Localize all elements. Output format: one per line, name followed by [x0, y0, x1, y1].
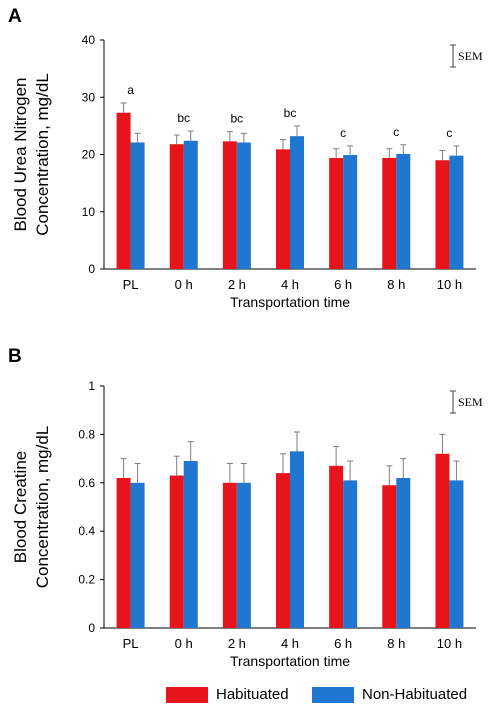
- panel-b-ytick-label: 0.2: [78, 573, 95, 587]
- panel-b-bar-non-habituated: [396, 477, 411, 628]
- panel-a-bar-non-habituated: [290, 136, 304, 269]
- panel-a-ylabel-line2: Concentration, mg/dL: [33, 73, 52, 236]
- panel-a-bar-habituated: [116, 112, 131, 270]
- panel-a-group-label: bc: [231, 112, 244, 126]
- panel-a-xtick-label: 0 h: [175, 277, 193, 292]
- panel-b-bar-habituated: [116, 477, 131, 628]
- panel-b-bar-habituated: [329, 465, 344, 628]
- legend-label-habituated: Habituated: [216, 686, 289, 703]
- panel-b-bar-habituated: [276, 473, 290, 628]
- panel-a-xtick-label: 6 h: [334, 277, 352, 292]
- panel-b-label: B: [8, 346, 22, 367]
- panel-b-ytick-label: 0.4: [78, 524, 95, 538]
- panel-a-ytick-label: 20: [82, 148, 96, 162]
- panel-b-xtick-label: PL: [123, 636, 139, 651]
- panel-a-bar-non-habituated: [183, 140, 198, 269]
- panel-a-bar-habituated: [382, 157, 397, 269]
- legend-item-habituated: Habituated: [166, 686, 289, 703]
- panel-b-bar-non-habituated: [130, 482, 145, 628]
- panel-a-bar-non-habituated: [130, 142, 145, 269]
- panel-b-xtick-label: 10 h: [437, 636, 462, 651]
- panel-a-xlabel: Transportation time: [230, 294, 350, 310]
- panel-a-xtick-label: PL: [123, 277, 139, 292]
- panel-b-bar-habituated: [382, 485, 397, 628]
- panel-b-ylabel-line1: Blood Creatine: [11, 451, 30, 563]
- panel-b-xtick-label: 2 h: [228, 636, 246, 651]
- panel-a-label: A: [8, 6, 22, 27]
- panel-a-ytick-label: 0: [88, 262, 95, 276]
- panel-b-xtick-label: 0 h: [175, 636, 193, 651]
- panel-b-xtick-label: 4 h: [281, 636, 299, 651]
- legend-swatch-non-habituated: [312, 686, 354, 703]
- panel-b-bar-non-habituated: [449, 480, 464, 628]
- panel-b-xlabel: Transportation time: [230, 653, 350, 669]
- panel-b-bar-non-habituated: [343, 480, 358, 628]
- panel-a-bar-non-habituated: [449, 155, 464, 269]
- panel-a-bar-habituated: [222, 141, 237, 269]
- panel-a-group-label: c: [446, 126, 452, 140]
- panel-b-bar-habituated: [435, 453, 450, 628]
- panel-a-ytick-label: 10: [82, 205, 96, 219]
- panel-b-bar-non-habituated: [290, 451, 304, 628]
- panel-a-bar-habituated: [435, 160, 450, 269]
- panel-a-xtick-label: 4 h: [281, 277, 299, 292]
- panel-b-ytick-label: 0: [88, 621, 95, 635]
- panel-b-sem-label: SEM: [458, 395, 483, 409]
- panel-b-xtick-label: 6 h: [334, 636, 352, 651]
- panel-a-xtick-label: 8 h: [387, 277, 405, 292]
- panel-a-xtick-label: 2 h: [228, 277, 246, 292]
- panel-a-bar-habituated: [329, 157, 344, 269]
- panel-b-ytick-label: 0.8: [78, 427, 95, 441]
- panel-b-bar-habituated: [169, 475, 184, 628]
- panel-a-group-label: a: [127, 83, 134, 97]
- panel-a-group-label: bc: [284, 106, 297, 120]
- panel-a-sem-label: SEM: [458, 49, 483, 63]
- panel-a-bar-non-habituated: [396, 153, 411, 269]
- panel-a-group-label: c: [393, 125, 399, 139]
- panel-a-xtick-label: 10 h: [437, 277, 462, 292]
- legend-item-non-habituated: Non-Habituated: [312, 686, 467, 703]
- legend-label-non-habituated: Non-Habituated: [362, 686, 468, 703]
- panel-a-ytick-label: 30: [82, 90, 96, 104]
- panel-a-ytick-label: 40: [82, 33, 96, 47]
- panel-a-group-label: bc: [177, 111, 190, 125]
- panel-b-xtick-label: 8 h: [387, 636, 405, 651]
- panel-b-ytick-label: 0.6: [78, 476, 95, 490]
- panel-a-bar-habituated: [169, 144, 184, 269]
- panel-b-bar-non-habituated: [236, 482, 251, 628]
- legend-swatch-habituated: [166, 686, 208, 703]
- panel-a-bar-non-habituated: [236, 142, 251, 269]
- legend: Habituated Non-Habituated: [0, 682, 498, 706]
- panel-a-bar-non-habituated: [343, 155, 358, 269]
- panel-b-bar-non-habituated: [183, 461, 198, 628]
- panel-b-bar-habituated: [222, 482, 237, 628]
- panel-b-ytick-label: 1: [88, 379, 95, 393]
- panel-a-bar-habituated: [276, 149, 290, 269]
- panel-b-ylabel-line2: Concentration, mg/dL: [33, 426, 52, 589]
- panel-a-group-label: c: [340, 126, 346, 140]
- panel-a-ylabel-line1: Blood Urea Nitrogen: [11, 77, 30, 231]
